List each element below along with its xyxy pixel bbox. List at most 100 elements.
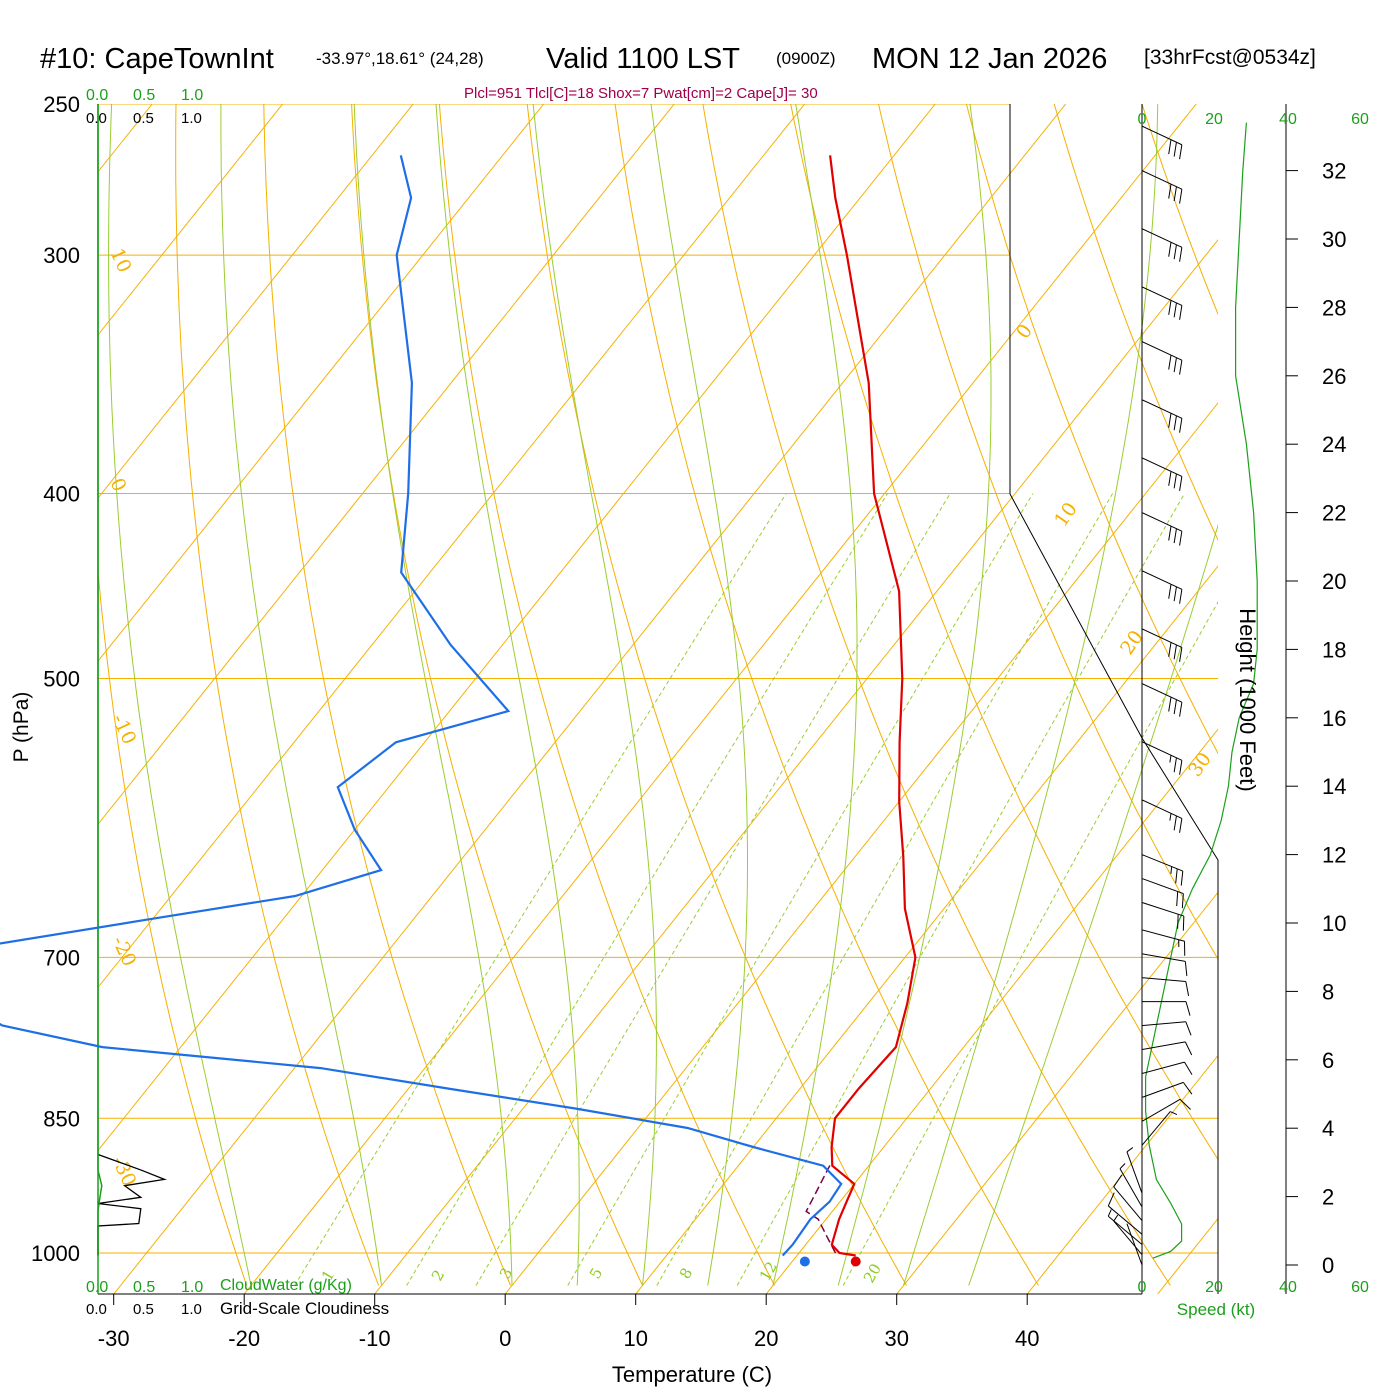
axes: -30 -20 -10 0 10 20 30 402503004005007008501000… [31,92,1346,1351]
wind-barbs [1107,125,1193,1266]
wind-speed-profile [1144,122,1258,1259]
isotherm-line [635,565,1218,1294]
mixing-ratio-label: 20 [860,1260,885,1286]
mixing-ratio-label: 2 [428,1267,448,1284]
wind-barb [1141,570,1183,604]
dry-adiabat [614,104,1039,1286]
cloudwater-tick-top: 1.0 [181,87,203,104]
thermo-grid [98,70,1400,1294]
dry-adiabat [1305,70,1400,1285]
wind-barb [1141,799,1183,833]
mixing-ratio-line [475,493,951,1286]
wind-barb [1141,512,1183,546]
temperature-line [829,155,917,1257]
moist-adiabat [220,104,382,1286]
moist-adiabat [968,523,1218,1286]
plot-frame [97,104,1287,1295]
moist-adiabat [435,104,580,1286]
dry-adiabat [1053,104,1218,541]
height-tick-label: 0 [1322,1253,1334,1278]
isotherm-label: 30 [1184,748,1216,780]
speed-tick-top: 0 [1138,111,1147,128]
x-tick-label: -10 [359,1326,391,1351]
speed-tick-bottom: 0 [1138,1279,1147,1296]
height-tick-label: 20 [1322,569,1346,594]
wind-barb [1141,170,1183,204]
wind-barb [1141,1111,1178,1146]
cloudiness-tick-top: 0.5 [133,110,154,127]
speed-tick-bottom: 60 [1351,1279,1369,1296]
isotherm-line [98,104,284,336]
wind-barb [1141,929,1186,956]
mixing-ratio-label: 3 [496,1265,516,1282]
height-tick-label: 10 [1322,911,1346,936]
wind-barb [1126,1223,1143,1266]
wind-barb [1141,341,1183,375]
dry-adiabat [351,104,644,1286]
wind-barb [1141,878,1184,909]
cloudiness-line [97,1153,167,1256]
mixing-ratio-label: 5 [586,1265,606,1282]
wind-barb [1141,1098,1191,1122]
moist-adiabat [837,104,992,1286]
mixing-ratio-line [736,493,1185,1286]
dry-adiabat [790,104,1218,1161]
moist-adiabat [108,104,252,1286]
speed-tick-bottom: 20 [1205,1279,1223,1296]
top-scale: 0.0 0.5 1.0 0.0 0.5 1.0 [86,87,203,127]
wind-barb [1141,1081,1193,1098]
isotherm-line [98,104,806,989]
cloudwater-line [97,104,103,1256]
wind-barb [1141,286,1183,320]
pressure-tick-label: 1000 [31,1241,80,1266]
mixing-ratio-line [567,493,1034,1286]
x-axis-title: Temperature (C) [612,1362,772,1387]
cloudwater-tick-bottom: 0.5 [133,1279,155,1296]
forecast-info: [33hrFcst@0534z] [1144,46,1316,69]
isotherm-line [765,728,1218,1294]
cloudiness-tick-bottom: 0.0 [86,1301,107,1318]
cloudwater-tick-bottom: 0.0 [86,1279,108,1296]
moist-adiabat [650,104,748,1286]
parcel-line [805,1160,837,1254]
height-tick-label: 22 [1322,501,1346,526]
wind-barb [1141,125,1183,160]
isotherm-line [1157,1217,1218,1294]
wind-barb [1107,1192,1143,1235]
height-tick-label: 12 [1322,843,1346,868]
station-title: #10: CapeTownInt [40,43,274,75]
dry-adiabat [965,104,1218,755]
wind-barb [1141,854,1184,886]
speed-tick-top: 60 [1351,111,1369,128]
height-tick-label: 16 [1322,706,1346,731]
wind-barb [1142,1001,1191,1016]
wind-barb [1141,1021,1192,1036]
mixing-ratio-line [656,493,1114,1286]
isotherm-line [98,104,936,1152]
wind-barb [1141,1061,1193,1075]
wind-barb [1107,1209,1143,1245]
height-tick-label: 18 [1322,637,1346,662]
pressure-tick-label: 400 [43,482,80,507]
speed-scale: 0 20 40 60 0 20 40 60 Speed (kt) [1138,111,1369,1319]
x-tick-label: 0 [499,1326,511,1351]
surface-dewpoint-marker [799,1256,810,1267]
wind-barb [1141,228,1183,262]
valid-date: MON 12 Jan 2026 [872,43,1107,75]
sounding-series [0,155,917,1267]
dry-adiabat [98,565,248,1286]
wind-barb [1141,1041,1193,1056]
wind-barb [1113,1174,1143,1221]
cloudiness-tick-bottom: 1.0 [181,1301,202,1318]
x-tick-label: 10 [623,1326,647,1351]
isotherm-line [98,104,545,662]
mixing-ratio-label: 8 [676,1265,696,1282]
moist-adiabat [903,104,1159,1286]
isotherm-line [98,104,675,826]
pressure-tick-label: 850 [43,1106,80,1131]
dry-adiabat [438,104,775,1286]
dry-adiabat [877,104,1218,961]
sounding-params: Plcl=951 Tlcl[C]=18 Shox=7 Pwat[cm]=2 Ca… [464,85,818,102]
